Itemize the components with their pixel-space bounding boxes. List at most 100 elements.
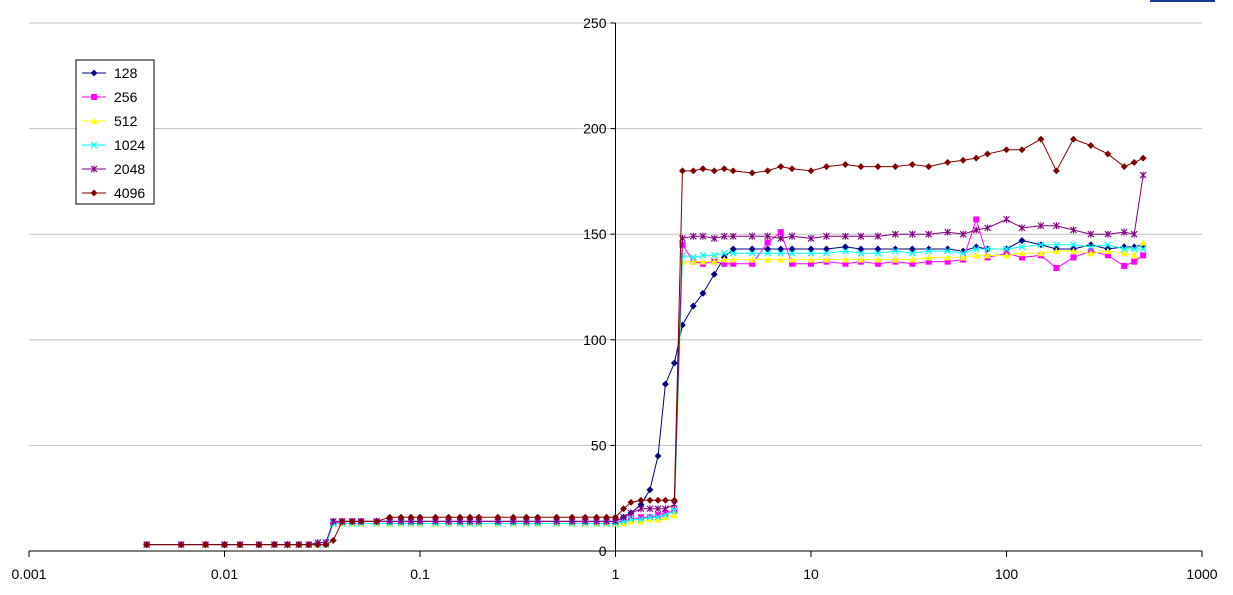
data-point-4096-45 bbox=[699, 165, 707, 173]
data-point-4096-36 bbox=[620, 505, 628, 513]
data-point-256-63 bbox=[973, 216, 980, 223]
data-point-512-44 bbox=[689, 258, 697, 265]
data-point-4096-72 bbox=[1120, 163, 1128, 171]
data-point-4096-0 bbox=[143, 541, 151, 549]
data-point-128-56 bbox=[857, 245, 865, 253]
data-point-1024-73 bbox=[1130, 245, 1138, 253]
data-point-4096-62 bbox=[959, 156, 967, 164]
data-point-1024-72 bbox=[1120, 245, 1128, 253]
data-point-4096-20 bbox=[416, 513, 424, 521]
data-point-1024-56 bbox=[857, 249, 865, 257]
data-point-256-69 bbox=[1070, 254, 1077, 261]
data-point-4096-30 bbox=[553, 513, 561, 521]
data-point-4096-14 bbox=[348, 517, 356, 525]
data-point-1024-60 bbox=[925, 247, 933, 255]
data-point-512-48 bbox=[729, 256, 737, 263]
data-point-2048-47 bbox=[720, 232, 728, 240]
data-point-4096-31 bbox=[568, 513, 576, 521]
legend-marker-2048 bbox=[90, 165, 98, 173]
data-point-512-69 bbox=[1069, 247, 1077, 255]
data-point-256-47 bbox=[721, 260, 728, 267]
data-point-4096-44 bbox=[689, 167, 697, 175]
data-point-4096-39 bbox=[646, 496, 654, 504]
data-point-512-51 bbox=[777, 256, 785, 263]
data-point-512-67 bbox=[1037, 249, 1045, 257]
data-point-4096-10 bbox=[314, 541, 322, 549]
x-tick-label-1: 0.01 bbox=[211, 566, 238, 582]
data-point-4096-68 bbox=[1052, 167, 1060, 175]
data-point-4096-64 bbox=[984, 150, 992, 158]
data-point-4096-19 bbox=[407, 513, 415, 521]
x-tick-label-2: 0.1 bbox=[410, 566, 430, 582]
data-point-4096-67 bbox=[1037, 135, 1045, 143]
x-axis-ticks: 0.001 0.01 0.1 1 10 100 1000 bbox=[11, 551, 1218, 582]
data-point-512-61 bbox=[944, 253, 952, 261]
data-point-1024-48 bbox=[729, 249, 737, 257]
y-tick-label-4: 200 bbox=[583, 121, 607, 137]
data-point-4096-21 bbox=[431, 513, 440, 521]
data-point-2048-36 bbox=[620, 513, 627, 521]
data-point-1024-38 bbox=[637, 515, 645, 523]
data-point-4096-27 bbox=[509, 513, 517, 521]
data-point-2048-54 bbox=[823, 232, 830, 240]
data-point-256-59 bbox=[909, 260, 916, 267]
data-point-4096-53 bbox=[807, 167, 815, 175]
data-point-2048-73 bbox=[1130, 230, 1138, 238]
data-point-2048-64 bbox=[984, 224, 991, 232]
data-point-512-62 bbox=[959, 253, 967, 261]
data-point-4096-34 bbox=[603, 513, 611, 521]
data-point-4096-57 bbox=[874, 163, 882, 171]
data-point-2048-48 bbox=[729, 232, 737, 240]
data-point-4096-2 bbox=[202, 541, 210, 549]
data-point-4096-60 bbox=[925, 163, 933, 171]
data-point-4096-52 bbox=[788, 165, 796, 173]
data-point-256-57 bbox=[874, 260, 881, 267]
data-point-128-61 bbox=[944, 245, 952, 253]
data-point-4096-16 bbox=[373, 517, 381, 525]
legend-marker-128 bbox=[90, 69, 98, 77]
data-point-2048-40 bbox=[654, 505, 662, 513]
data-point-4096-59 bbox=[908, 160, 916, 169]
data-point-1024-40 bbox=[654, 513, 662, 521]
data-point-128-58 bbox=[891, 245, 899, 253]
data-point-128-46 bbox=[710, 270, 718, 278]
data-point-2048-39 bbox=[646, 505, 654, 513]
data-point-1024-49 bbox=[748, 249, 756, 257]
data-point-2048-72 bbox=[1120, 228, 1128, 236]
data-point-256-40 bbox=[655, 512, 662, 519]
x-tick-label-4: 10 bbox=[803, 566, 819, 582]
data-point-2048-56 bbox=[857, 232, 865, 240]
data-point-256-61 bbox=[944, 258, 951, 265]
data-point-512-56 bbox=[857, 256, 865, 263]
legend-label-512: 512 bbox=[114, 113, 138, 129]
data-point-512-59 bbox=[908, 256, 916, 263]
legend-entry-2048: 2048 bbox=[82, 161, 145, 177]
data-point-128-57 bbox=[874, 245, 882, 253]
data-point-512-46 bbox=[710, 258, 718, 265]
data-point-256-68 bbox=[1053, 264, 1060, 271]
legend-label-1024: 1024 bbox=[114, 137, 145, 153]
data-point-4096-51 bbox=[777, 163, 785, 171]
data-point-1024-52 bbox=[788, 249, 796, 257]
data-point-4096-12 bbox=[329, 536, 337, 544]
data-point-2048-58 bbox=[891, 230, 899, 238]
legend-entry-1024: 1024 bbox=[82, 137, 145, 153]
data-point-2048-57 bbox=[874, 232, 882, 240]
legend-entry-4096: 4096 bbox=[82, 185, 145, 201]
data-point-2048-66 bbox=[1018, 224, 1026, 232]
data-point-512-71 bbox=[1104, 247, 1112, 255]
data-point-512-45 bbox=[699, 258, 707, 265]
data-point-2048-12 bbox=[329, 517, 337, 525]
data-point-128-42 bbox=[670, 359, 678, 367]
data-point-2048-61 bbox=[944, 228, 952, 236]
data-point-512-42 bbox=[670, 511, 678, 519]
data-point-4096-8 bbox=[295, 541, 303, 549]
data-point-4096-15 bbox=[357, 517, 365, 525]
data-point-4096-65 bbox=[1002, 146, 1011, 154]
data-point-4096-3 bbox=[220, 541, 229, 549]
data-point-4096-18 bbox=[397, 513, 405, 521]
data-point-512-49 bbox=[748, 256, 756, 263]
x-tick-label-3: 1 bbox=[612, 566, 620, 582]
legend-label-128: 128 bbox=[114, 65, 138, 81]
